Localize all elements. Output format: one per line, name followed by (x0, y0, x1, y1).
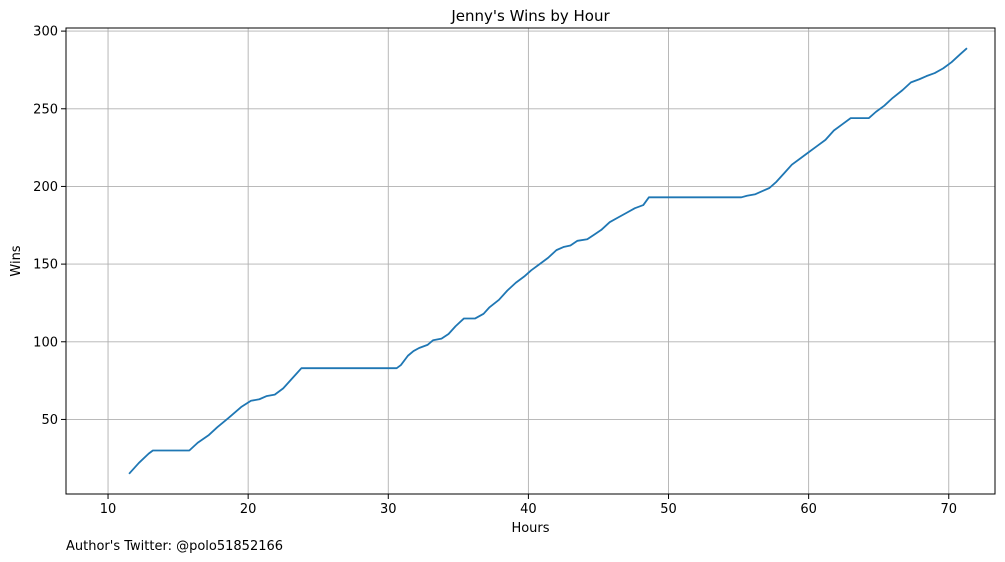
x-tick-label: 10 (100, 502, 117, 517)
y-axis: 50 100 150 200 250 300 (33, 25, 66, 428)
y-tick-label: 200 (33, 180, 58, 195)
x-tick-label: 70 (940, 502, 957, 517)
x-tick-label: 20 (240, 502, 257, 517)
x-tick-label: 50 (660, 502, 677, 517)
y-tick-label: 250 (33, 102, 58, 117)
y-tick-label: 50 (41, 413, 58, 428)
grid-lines (66, 28, 995, 494)
y-tick-label: 100 (33, 335, 58, 350)
author-twitter-note: Author's Twitter: @polo51852166 (66, 539, 283, 554)
x-tick-label: 30 (380, 502, 397, 517)
x-tick-label: 40 (520, 502, 537, 517)
x-axis-label: Hours (511, 521, 549, 536)
x-axis: 10 20 30 40 50 60 70 (100, 494, 957, 517)
plot-frame (65, 27, 996, 495)
y-tick-label: 150 (33, 258, 58, 273)
x-tick-label: 60 (800, 502, 817, 517)
y-tick-label: 300 (33, 25, 58, 40)
chart-title: Jenny's Wins by Hour (450, 7, 610, 25)
wins-line (128, 47, 968, 475)
y-axis-label: Wins (9, 245, 24, 276)
